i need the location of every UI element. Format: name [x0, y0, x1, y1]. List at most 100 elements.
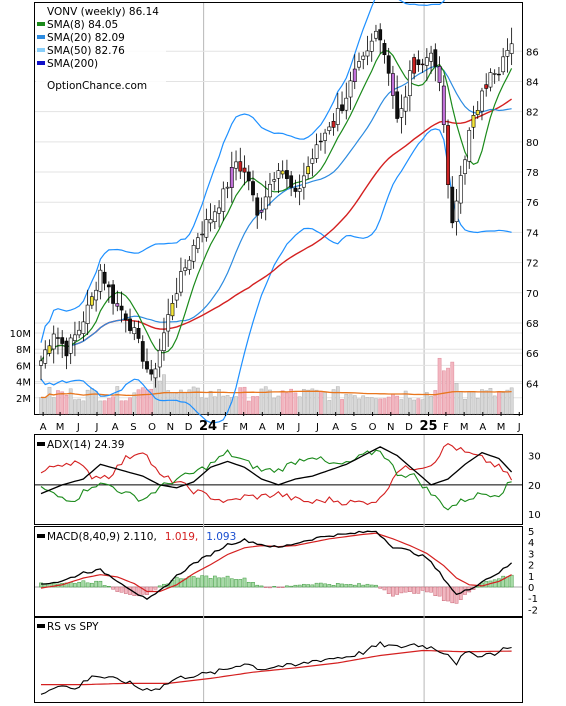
volume-bar [386, 396, 391, 415]
x-tick-label: A [112, 422, 119, 433]
macd-histogram-bar [221, 577, 226, 588]
volume-bar [314, 389, 319, 415]
x-tick-label: D [405, 422, 413, 433]
rs-average-line [41, 649, 512, 686]
macd-histogram-bar [297, 584, 302, 588]
rs-legend-swatch [37, 624, 45, 628]
volume-bar [157, 380, 162, 415]
x-tick-label: D [185, 422, 193, 433]
volume-bar [251, 396, 255, 415]
candle-body [166, 314, 171, 332]
volume-bar [149, 388, 154, 415]
macd-tick-label: -1 [528, 594, 538, 605]
candle-body [501, 56, 506, 73]
macd-histogram-bar [335, 583, 340, 588]
price-tick-label: 78 [526, 168, 539, 179]
candle-body [136, 328, 141, 339]
candle-body [106, 284, 111, 288]
volume-bar [212, 396, 217, 415]
price-tick-label: 72 [526, 259, 539, 270]
x-tick-label: 24 [199, 419, 217, 434]
volume-bar [471, 391, 476, 415]
candle-body [480, 90, 484, 112]
volume-bar [391, 393, 395, 415]
candle-body [391, 73, 395, 96]
x-tick-label: 25 [419, 419, 437, 434]
candle-body [174, 293, 179, 301]
volume-bar [145, 389, 149, 415]
volume-bar [166, 390, 171, 415]
volume-bar [123, 400, 128, 415]
x-tick-label: M [239, 422, 248, 433]
adx-label: ADX(14) 24.39 [47, 439, 124, 451]
bollinger-bands [40, 0, 512, 424]
volume-bar [416, 398, 421, 415]
volume-average-line [40, 390, 512, 399]
volume-bar [492, 395, 497, 415]
volume-bar [98, 400, 103, 415]
macd-histogram-bar [73, 583, 77, 588]
adx-lines [35, 443, 522, 511]
volume-bar [119, 400, 124, 415]
bollinger-upper [40, 0, 445, 343]
macd-tick-label: -2 [528, 605, 538, 616]
volume-bar [306, 389, 310, 415]
candle-body [458, 175, 463, 204]
candle-body [310, 158, 315, 164]
candle-body [153, 368, 158, 379]
volume-bar [348, 394, 353, 415]
macd-histogram-bar [382, 586, 387, 591]
candle-body [187, 259, 192, 270]
price-tick-label: 70 [526, 289, 539, 300]
volume-bar [196, 387, 200, 415]
chart-title: VONV (weekly) 86.14 [47, 6, 159, 18]
macd-histogram-bar [391, 586, 395, 597]
plus-di-line [40, 449, 512, 511]
candle-body [509, 43, 514, 54]
volume-bar [488, 388, 493, 415]
macd-histogram-bar [259, 585, 264, 588]
volume-bar [335, 386, 340, 415]
price-tick-label: 84 [526, 77, 539, 88]
candle-body [357, 61, 361, 68]
candle-body [297, 188, 302, 192]
volume-bar [276, 395, 281, 415]
volume-bar [509, 387, 514, 415]
macd-histogram-bar [204, 575, 209, 588]
volume-bar [60, 391, 65, 415]
x-tick-label: N [387, 422, 394, 433]
macd-histogram-bar [331, 585, 336, 588]
sma20-line [40, 65, 512, 362]
volume-tick-label: 8M [16, 345, 31, 356]
macd-histogram-bar [90, 582, 94, 588]
macd-histogram-bar [365, 583, 370, 588]
candle-body [145, 361, 149, 370]
macd-histogram-bar [174, 576, 179, 588]
volume-bar [234, 396, 238, 415]
volume-bar [170, 392, 175, 415]
candle-body [331, 120, 336, 128]
macd-histogram-bar [246, 581, 251, 588]
candle-body [505, 50, 510, 57]
volume-bar [106, 398, 111, 415]
macd-histogram-bar [374, 584, 378, 588]
macd-histogram-bar [395, 586, 400, 595]
macd-histogram-bar [276, 586, 281, 588]
candle-body [212, 211, 217, 223]
macd-histogram-bar [272, 586, 277, 588]
macd-histogram-bar [399, 586, 404, 594]
volume-bar [365, 397, 370, 415]
macd-histogram-bar [306, 584, 310, 588]
macd-tick-label: 2 [528, 561, 534, 572]
macd-histogram-bar [251, 582, 255, 588]
volume-bar [85, 389, 90, 415]
macd-histogram-bar [412, 586, 416, 594]
volume-bar [297, 396, 302, 415]
candle-body [467, 130, 472, 162]
candle-body [217, 207, 221, 214]
volume-bar [399, 399, 404, 415]
volume-bar [204, 398, 209, 415]
candle-body [221, 188, 226, 212]
